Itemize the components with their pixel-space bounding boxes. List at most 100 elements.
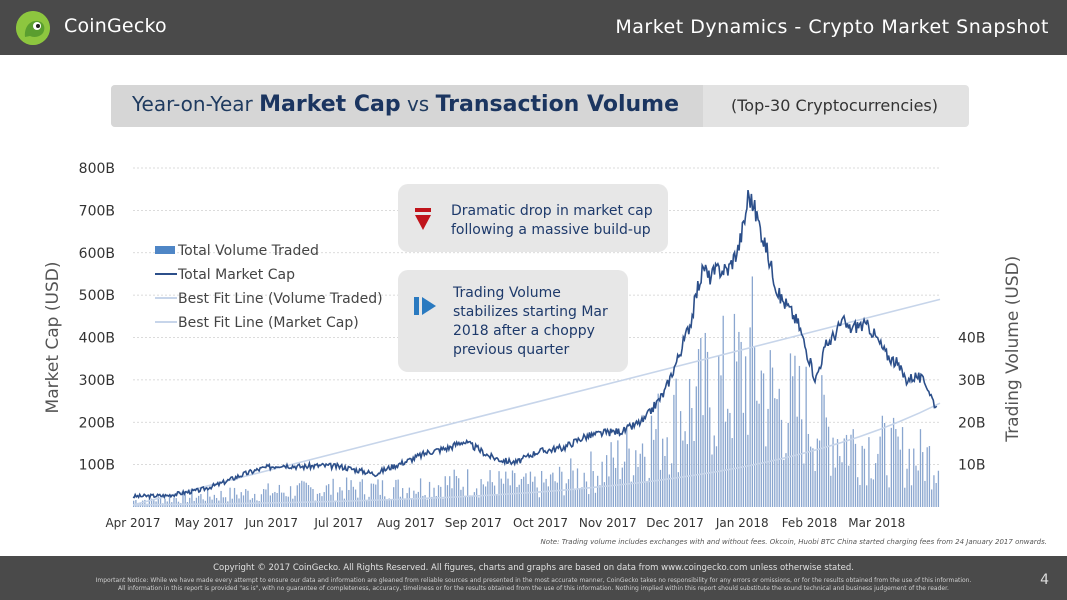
annotation-volume-stabilizes: Trading Volume stabilizes starting Mar 2… (398, 270, 628, 372)
x-tick-label: Sep 2017 (445, 516, 502, 530)
volume-bar (731, 438, 733, 507)
volume-bar (668, 474, 671, 507)
volume-bar (648, 477, 650, 507)
volume-bar (798, 365, 801, 507)
volume-bar (159, 497, 162, 507)
volume-bar (267, 483, 269, 507)
volume-bar (877, 453, 879, 507)
y-tick-label-left: 200B (79, 415, 115, 431)
volume-bar (514, 473, 516, 507)
page-number: 4 (1040, 572, 1049, 588)
volume-bar (406, 493, 408, 507)
volume-bar (778, 388, 780, 507)
coingecko-logo-icon[interactable] (16, 11, 50, 45)
volume-bar (141, 500, 144, 507)
volume-bar (879, 436, 881, 507)
volume-bar (442, 498, 444, 507)
y-tick-label-left: 100B (79, 458, 115, 474)
x-tick-label: Nov 2017 (579, 516, 637, 530)
y-tick-label-left: 300B (79, 373, 115, 389)
volume-bar (316, 493, 319, 507)
volume-bar (426, 499, 428, 507)
volume-bar (209, 496, 211, 507)
legend-entry: Total Market Cap (177, 267, 295, 283)
title-volume: Transaction Volume (435, 92, 679, 117)
volume-bar (379, 494, 381, 507)
volume-bar (195, 497, 198, 507)
volume-bar (910, 485, 913, 507)
volume-bar (904, 487, 906, 507)
volume-bar (298, 483, 301, 507)
volume-bar (200, 494, 202, 507)
volume-bar (303, 481, 305, 507)
volume-bar (765, 446, 767, 507)
volume-bar (605, 455, 608, 507)
volume-bar (505, 471, 507, 507)
volume-bar (675, 378, 677, 507)
volume-bar (769, 350, 771, 507)
volume-bar (581, 487, 583, 507)
volume-bar (666, 437, 668, 507)
brand-name[interactable]: CoinGecko (64, 15, 167, 37)
volume-bar (458, 478, 460, 507)
footer-copyright: Copyright © 2017 CoinGecko. All Rights R… (213, 563, 854, 573)
volume-bar (744, 356, 747, 507)
volume-bar (233, 487, 236, 507)
volume-bar (206, 489, 209, 507)
volume-bar (523, 476, 525, 507)
volume-bar (390, 499, 393, 507)
volume-bar (224, 497, 227, 507)
volume-bar (641, 443, 644, 507)
volume-bar (933, 475, 935, 507)
volume-bar (890, 427, 892, 507)
volume-bar (702, 415, 704, 507)
volume-bar (720, 375, 722, 507)
y-tick-label-left: 700B (79, 203, 115, 219)
volume-bar (801, 419, 803, 507)
volume-bar (617, 440, 619, 507)
volume-bar (540, 470, 543, 507)
volume-bar (274, 491, 276, 507)
volume-bar (404, 498, 406, 507)
volume-bar (543, 482, 545, 507)
volume-bar (836, 439, 839, 507)
volume-bar (269, 495, 272, 507)
volume-bar (467, 469, 469, 507)
volume-bar (352, 486, 354, 507)
volume-bar (588, 494, 590, 507)
volume-bar (280, 492, 283, 507)
volume-bar (612, 457, 615, 507)
volume-bar (747, 434, 749, 507)
volume-bar (821, 375, 823, 507)
volume-bar (839, 456, 841, 507)
volume-bar (164, 498, 166, 507)
down-arrow-icon (415, 208, 431, 230)
volume-bar (886, 475, 888, 507)
volume-bar (671, 463, 673, 507)
volume-bar (709, 407, 711, 507)
title-vs: vs (406, 92, 430, 116)
volume-bar (469, 495, 471, 507)
volume-bar (740, 341, 742, 507)
volume-bar (809, 446, 812, 507)
x-tick-label: May 2017 (175, 516, 234, 530)
volume-bar (783, 459, 785, 507)
volume-bar (695, 386, 697, 507)
volume-bar (715, 446, 718, 507)
volume-bar (417, 491, 419, 507)
volume-bar (424, 495, 426, 507)
volume-bar (480, 479, 482, 507)
volume-bar (260, 494, 263, 507)
volume-bar (756, 400, 758, 507)
volume-bar (444, 476, 446, 507)
y-tick-label-right: 40B (958, 331, 985, 347)
volume-bar (913, 448, 915, 507)
volume-bar (883, 423, 886, 507)
y-tick-label-left: 400B (79, 331, 115, 347)
volume-bar (812, 448, 814, 507)
volume-bar (554, 481, 556, 507)
volume-bar (254, 493, 256, 507)
volume-bar (229, 487, 231, 507)
volume-bar (496, 494, 498, 507)
volume-bar (189, 497, 191, 507)
